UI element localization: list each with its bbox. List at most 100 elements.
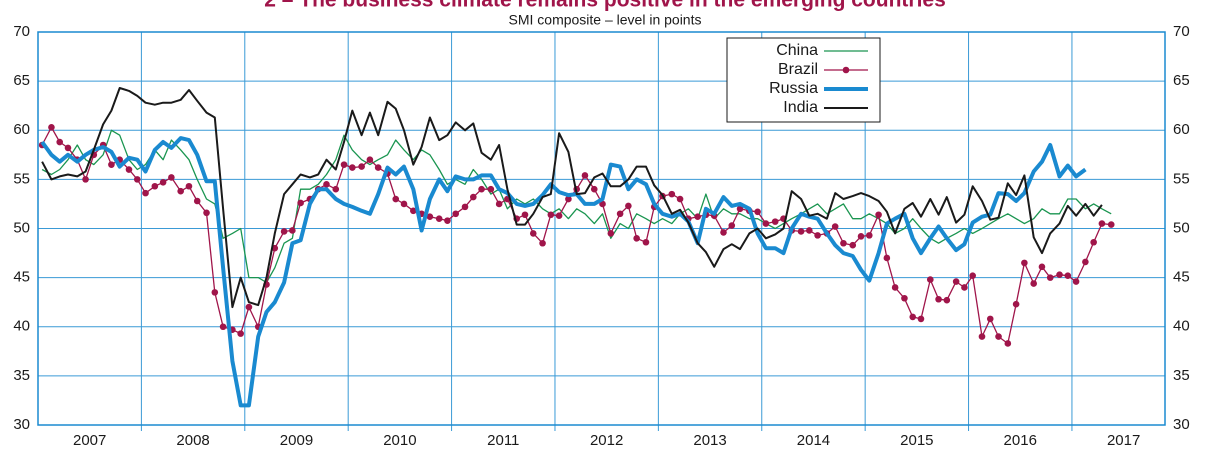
data-point	[1038, 263, 1046, 271]
legend-label: Brazil	[778, 61, 818, 78]
data-point	[400, 200, 408, 208]
data-point	[961, 284, 968, 291]
data-point	[865, 232, 873, 239]
data-point	[340, 161, 348, 168]
data-point	[1004, 340, 1012, 347]
data-point	[857, 233, 865, 240]
data-point	[125, 166, 133, 173]
x-tick-label: 2011	[487, 432, 519, 449]
data-point	[986, 315, 994, 323]
data-point	[1012, 300, 1020, 308]
y-tick-label: 55	[13, 170, 30, 187]
data-point	[487, 185, 495, 193]
series-line	[41, 126, 1112, 345]
data-point	[168, 174, 175, 181]
y2-tick-label: 65	[1173, 72, 1190, 89]
data-point	[969, 272, 976, 279]
legend-marker	[842, 66, 850, 74]
data-point	[875, 211, 882, 219]
data-point	[1056, 271, 1063, 278]
chart-subtitle: SMI composite – level in points	[509, 12, 702, 28]
data-point	[883, 254, 891, 262]
data-point	[56, 138, 64, 146]
data-point	[1107, 221, 1115, 228]
legend-label: China	[776, 42, 818, 59]
chart-title: 2 – The business climate remains positiv…	[264, 0, 946, 12]
x-tick-label: 2015	[900, 432, 933, 449]
series-line	[41, 87, 1103, 309]
x-tick-label: 2008	[176, 432, 209, 449]
y2-tick-label: 40	[1173, 318, 1190, 335]
data-point	[521, 211, 529, 219]
data-point	[211, 289, 219, 296]
data-point	[1021, 259, 1028, 267]
data-point	[529, 230, 537, 237]
data-point	[1030, 280, 1037, 287]
y-tick-label: 70	[13, 23, 30, 40]
plot-area	[38, 87, 1115, 408]
data-point	[555, 212, 563, 220]
data-point	[814, 232, 821, 239]
data-point	[616, 210, 624, 218]
x-tick-label: 2012	[590, 432, 623, 449]
data-point	[694, 213, 701, 221]
data-point	[478, 185, 485, 193]
data-point	[349, 164, 356, 171]
series-line	[40, 136, 1087, 408]
x-tick-label: 2010	[383, 432, 416, 449]
data-point	[771, 218, 779, 225]
data-point	[978, 333, 986, 340]
data-point	[444, 217, 451, 224]
data-point	[891, 284, 899, 291]
data-point	[280, 228, 288, 235]
legend-label: India	[783, 99, 818, 116]
y-tick-label: 60	[13, 121, 30, 138]
data-point	[1072, 278, 1080, 285]
data-point	[642, 238, 650, 246]
data-point	[565, 195, 572, 203]
data-point	[1046, 274, 1054, 281]
data-point	[909, 313, 917, 321]
y-tick-label: 50	[13, 219, 30, 236]
y-tick-label: 45	[13, 269, 30, 286]
data-point	[289, 227, 296, 234]
data-point	[461, 203, 469, 211]
data-point	[1098, 220, 1106, 227]
data-point	[82, 176, 89, 183]
data-point	[151, 182, 159, 190]
data-point	[831, 223, 839, 230]
legend	[726, 37, 881, 123]
data-point	[762, 220, 770, 227]
data-point	[410, 207, 417, 215]
data-point	[935, 295, 942, 303]
data-point	[297, 199, 304, 207]
data-point	[245, 303, 253, 311]
data-point	[797, 228, 805, 235]
data-point	[495, 200, 503, 208]
data-point	[1064, 272, 1072, 279]
x-tick-label: 2017	[1107, 432, 1140, 449]
y-tick-label: 65	[13, 72, 30, 89]
y2-tick-label: 45	[1173, 269, 1190, 286]
data-point	[358, 163, 365, 170]
data-point	[926, 276, 934, 283]
data-point	[581, 172, 589, 179]
data-point	[219, 323, 227, 331]
data-point	[203, 209, 210, 217]
data-point	[48, 124, 55, 131]
data-point	[806, 227, 813, 234]
data-point	[668, 190, 676, 198]
y-tick-label: 35	[13, 367, 30, 384]
x-tick-label: 2014	[797, 432, 830, 449]
data-point	[952, 278, 960, 285]
grid	[38, 31, 1165, 431]
y2-tick-label: 30	[1173, 416, 1190, 433]
data-point	[625, 202, 632, 210]
data-point	[323, 180, 330, 188]
data-point	[185, 182, 193, 190]
data-point	[374, 164, 382, 171]
data-point	[547, 211, 555, 219]
data-point	[64, 144, 72, 152]
data-point	[366, 156, 374, 164]
